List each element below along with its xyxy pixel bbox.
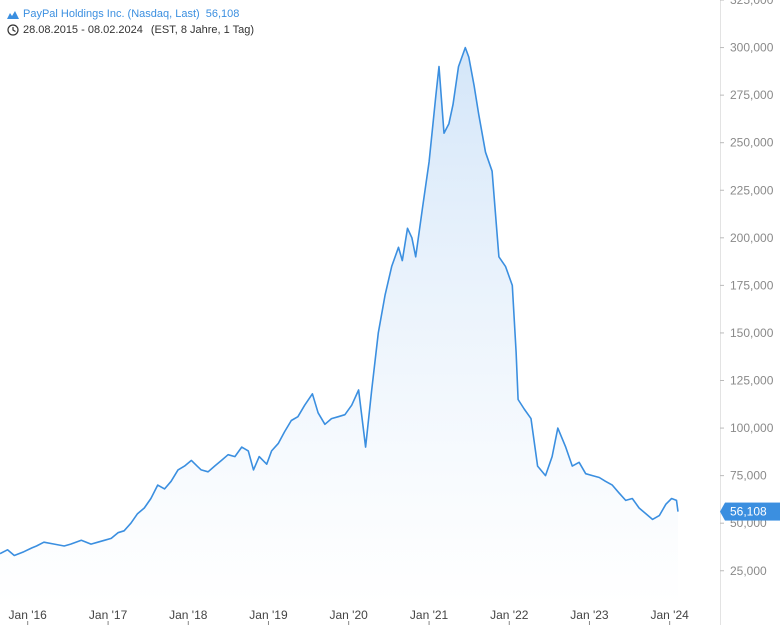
x-tick-label: Jan '24: [650, 608, 689, 622]
y-tick-label: 150,000: [730, 326, 774, 340]
y-tick-label: 100,000: [730, 421, 774, 435]
x-tick-label: Jan '21: [410, 608, 449, 622]
date-range-row: 28.08.2015 - 08.02.2024 (EST, 8 Jahre, 1…: [7, 22, 254, 38]
series-title: PayPal Holdings Inc. (Nasdaq, Last): [23, 8, 200, 20]
series-legend-entry[interactable]: PayPal Holdings Inc. (Nasdaq, Last) 56,1…: [7, 6, 254, 22]
y-tick-label: 250,000: [730, 136, 774, 150]
last-value-box: [725, 502, 780, 521]
range-meta: (EST, 8 Jahre, 1 Tag): [150, 24, 255, 36]
x-tick-label: Jan '23: [570, 608, 609, 622]
x-tick-label: Jan '20: [330, 608, 369, 622]
x-axis: Jan '16 Jan '17 Jan '18 Jan '19 Jan '20 Jan '…: [9, 608, 689, 625]
y-tick-label: 125,000: [730, 374, 774, 388]
y-tick-label: 225,000: [730, 183, 774, 197]
chart-legend: PayPal Holdings Inc. (Nasdaq, Last) 56,1…: [7, 6, 254, 38]
y-tick-label: 200,000: [730, 231, 774, 245]
y-tick-label: 25,000: [730, 564, 767, 578]
clock-icon: [7, 24, 19, 36]
y-tick-label: 325,000: [730, 0, 774, 7]
date-range: 28.08.2015 - 08.02.2024: [23, 24, 143, 36]
last-value-marker: 56,108: [720, 502, 780, 521]
x-tick-label: Jan '19: [249, 608, 288, 622]
y-tick-label: 300,000: [730, 41, 774, 55]
last-value-label: 56,108: [730, 505, 767, 519]
y-axis: 325,000 300,000 275,000 250,000 225,000 200,0…: [720, 0, 774, 578]
price-area-fill: [0, 47, 678, 606]
y-tick-label: 75,000: [730, 469, 767, 483]
x-tick-label: Jan '22: [490, 608, 529, 622]
x-tick-label: Jan '17: [89, 608, 128, 622]
y-tick-label: 275,000: [730, 88, 774, 102]
mountain-chart-icon: [7, 11, 19, 19]
x-tick-label: Jan '18: [169, 608, 208, 622]
series-last-value: 56,108: [205, 8, 240, 20]
y-tick-label: 175,000: [730, 278, 774, 292]
last-value-arrow: [720, 502, 725, 521]
x-tick-label: Jan '16: [9, 608, 48, 622]
price-line[interactable]: [0, 46, 679, 557]
